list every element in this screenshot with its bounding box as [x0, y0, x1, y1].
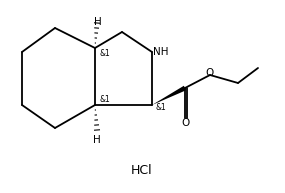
Text: O: O [181, 118, 189, 128]
Text: &1: &1 [155, 102, 166, 112]
Text: O: O [206, 68, 214, 78]
Text: NH: NH [153, 47, 168, 57]
Text: H: H [94, 17, 102, 27]
Polygon shape [152, 86, 186, 105]
Text: &1: &1 [100, 48, 111, 58]
Text: &1: &1 [100, 96, 111, 104]
Text: H: H [93, 135, 101, 145]
Text: HCl: HCl [131, 163, 153, 177]
